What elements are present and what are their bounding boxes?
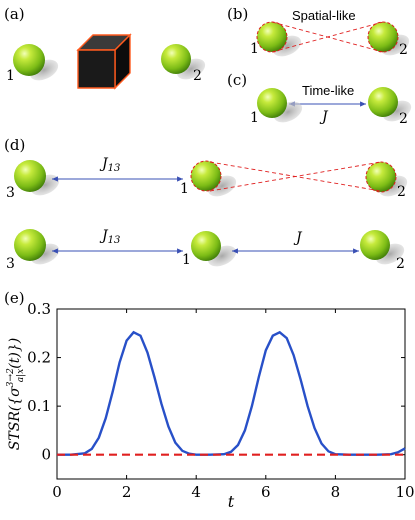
panel-e-label: (e) [4, 289, 25, 307]
x-tick-label: 10 [395, 483, 414, 501]
green-sphere [13, 44, 45, 76]
x-tick-label: 4 [191, 483, 201, 501]
panel-b-title: Spatial-like [292, 8, 356, 23]
coupling-label-J: J [319, 109, 329, 125]
particle-d1-3-label: 3 [6, 185, 15, 201]
dashed-outline [365, 161, 397, 193]
x-tick-label: 6 [261, 483, 271, 501]
particle-d1-3 [14, 160, 60, 196]
particle-d2-2 [360, 230, 405, 265]
particle-d1-1-label: 1 [180, 181, 189, 197]
green-sphere [257, 22, 287, 52]
panel-e: (e) 0 2 4 6 8 10 0 0.1 0.2 0.3 t STSR({σ3→2a|x(t)}) [4, 289, 415, 511]
particle-a1-label: 1 [6, 68, 15, 84]
y-tick-label: 0.1 [27, 397, 51, 415]
y-axis-label-part: a|x [16, 369, 26, 382]
x-axis-label: t [228, 492, 235, 511]
panel-d: (d) 3 J13 1 2 3 J13 [4, 136, 408, 272]
green-sphere [366, 162, 396, 192]
x-tick-label: 2 [122, 483, 132, 501]
coupling-label-J-row2: J [293, 230, 303, 246]
particle-d2-1 [191, 231, 237, 267]
particle-a2-label: 2 [193, 68, 202, 84]
x-tick-label: 0 [52, 483, 62, 501]
spatial-cross-lines-d [209, 161, 382, 192]
y-axis-label-part: STSR({σ [7, 387, 23, 450]
particle-c2-label: 2 [399, 111, 408, 127]
y-tick-label: 0.3 [27, 300, 51, 318]
panel-c-title: Time-like [302, 83, 354, 98]
plot-frame [56, 308, 406, 480]
y-tick-label: 0 [41, 446, 51, 464]
particle-b1 [256, 21, 302, 57]
particle-d1-2-label: 2 [397, 184, 406, 200]
dashed-outline [190, 160, 222, 192]
panel-b-label: (b) [227, 5, 248, 23]
panel-b: (b) Spatial-like 1 2 [227, 5, 410, 58]
particle-a1 [13, 44, 59, 81]
green-sphere [161, 44, 191, 74]
panel-a-label: (a) [4, 5, 25, 23]
dashed-outline [367, 21, 399, 53]
panel-d-label: (d) [4, 136, 25, 154]
green-sphere [360, 230, 390, 260]
particle-d2-2-label: 2 [396, 256, 405, 272]
coupling-subscript: 13 [108, 163, 121, 174]
particle-d1-2 [365, 161, 408, 197]
y-axis-label-part: (t)}) [7, 338, 23, 369]
green-sphere [368, 22, 398, 52]
green-sphere [14, 229, 46, 261]
y-axis-label-part: 3→2 [6, 368, 16, 387]
coupling-label-J13-row2: J13 [99, 228, 120, 246]
spatial-cross-lines [271, 21, 384, 53]
y-axis-label: STSR({σ3→2a|x(t)}) [6, 338, 26, 450]
green-sphere [257, 88, 287, 118]
particle-a2 [161, 44, 206, 80]
green-sphere [191, 231, 221, 261]
black-box-cube [76, 33, 132, 90]
particle-c1 [257, 88, 303, 123]
green-sphere [191, 161, 221, 191]
x-tick-label: 8 [331, 483, 341, 501]
coupling-subscript: 13 [108, 235, 121, 246]
particle-d2-3 [14, 229, 60, 265]
green-sphere [368, 87, 398, 117]
panel-c: (c) Time-like J 1 2 [227, 71, 412, 127]
panel-c-label: (c) [227, 71, 247, 89]
particle-d2-3-label: 3 [6, 256, 15, 272]
particle-b1-label: 1 [250, 41, 259, 57]
particle-d1-1 [190, 160, 237, 197]
particle-b2-label: 2 [399, 42, 408, 58]
series-stsr-curve [57, 330, 406, 456]
panel-a: (a) 1 2 [4, 5, 206, 90]
coupling-J: J [99, 228, 109, 244]
coupling-J: J [99, 156, 109, 172]
y-tick-label: 0.2 [27, 349, 51, 367]
particle-d2-1-label: 1 [182, 252, 191, 268]
green-sphere [14, 160, 46, 192]
particle-b2 [367, 21, 410, 56]
coupling-label-J13-row1: J13 [99, 156, 120, 174]
particle-c2 [368, 87, 412, 122]
stsr-chart: 0 2 4 6 8 10 0 0.1 0.2 0.3 t STSR({σ3→2a|x(t)}) [6, 300, 415, 511]
particle-c1-label: 1 [250, 110, 259, 126]
